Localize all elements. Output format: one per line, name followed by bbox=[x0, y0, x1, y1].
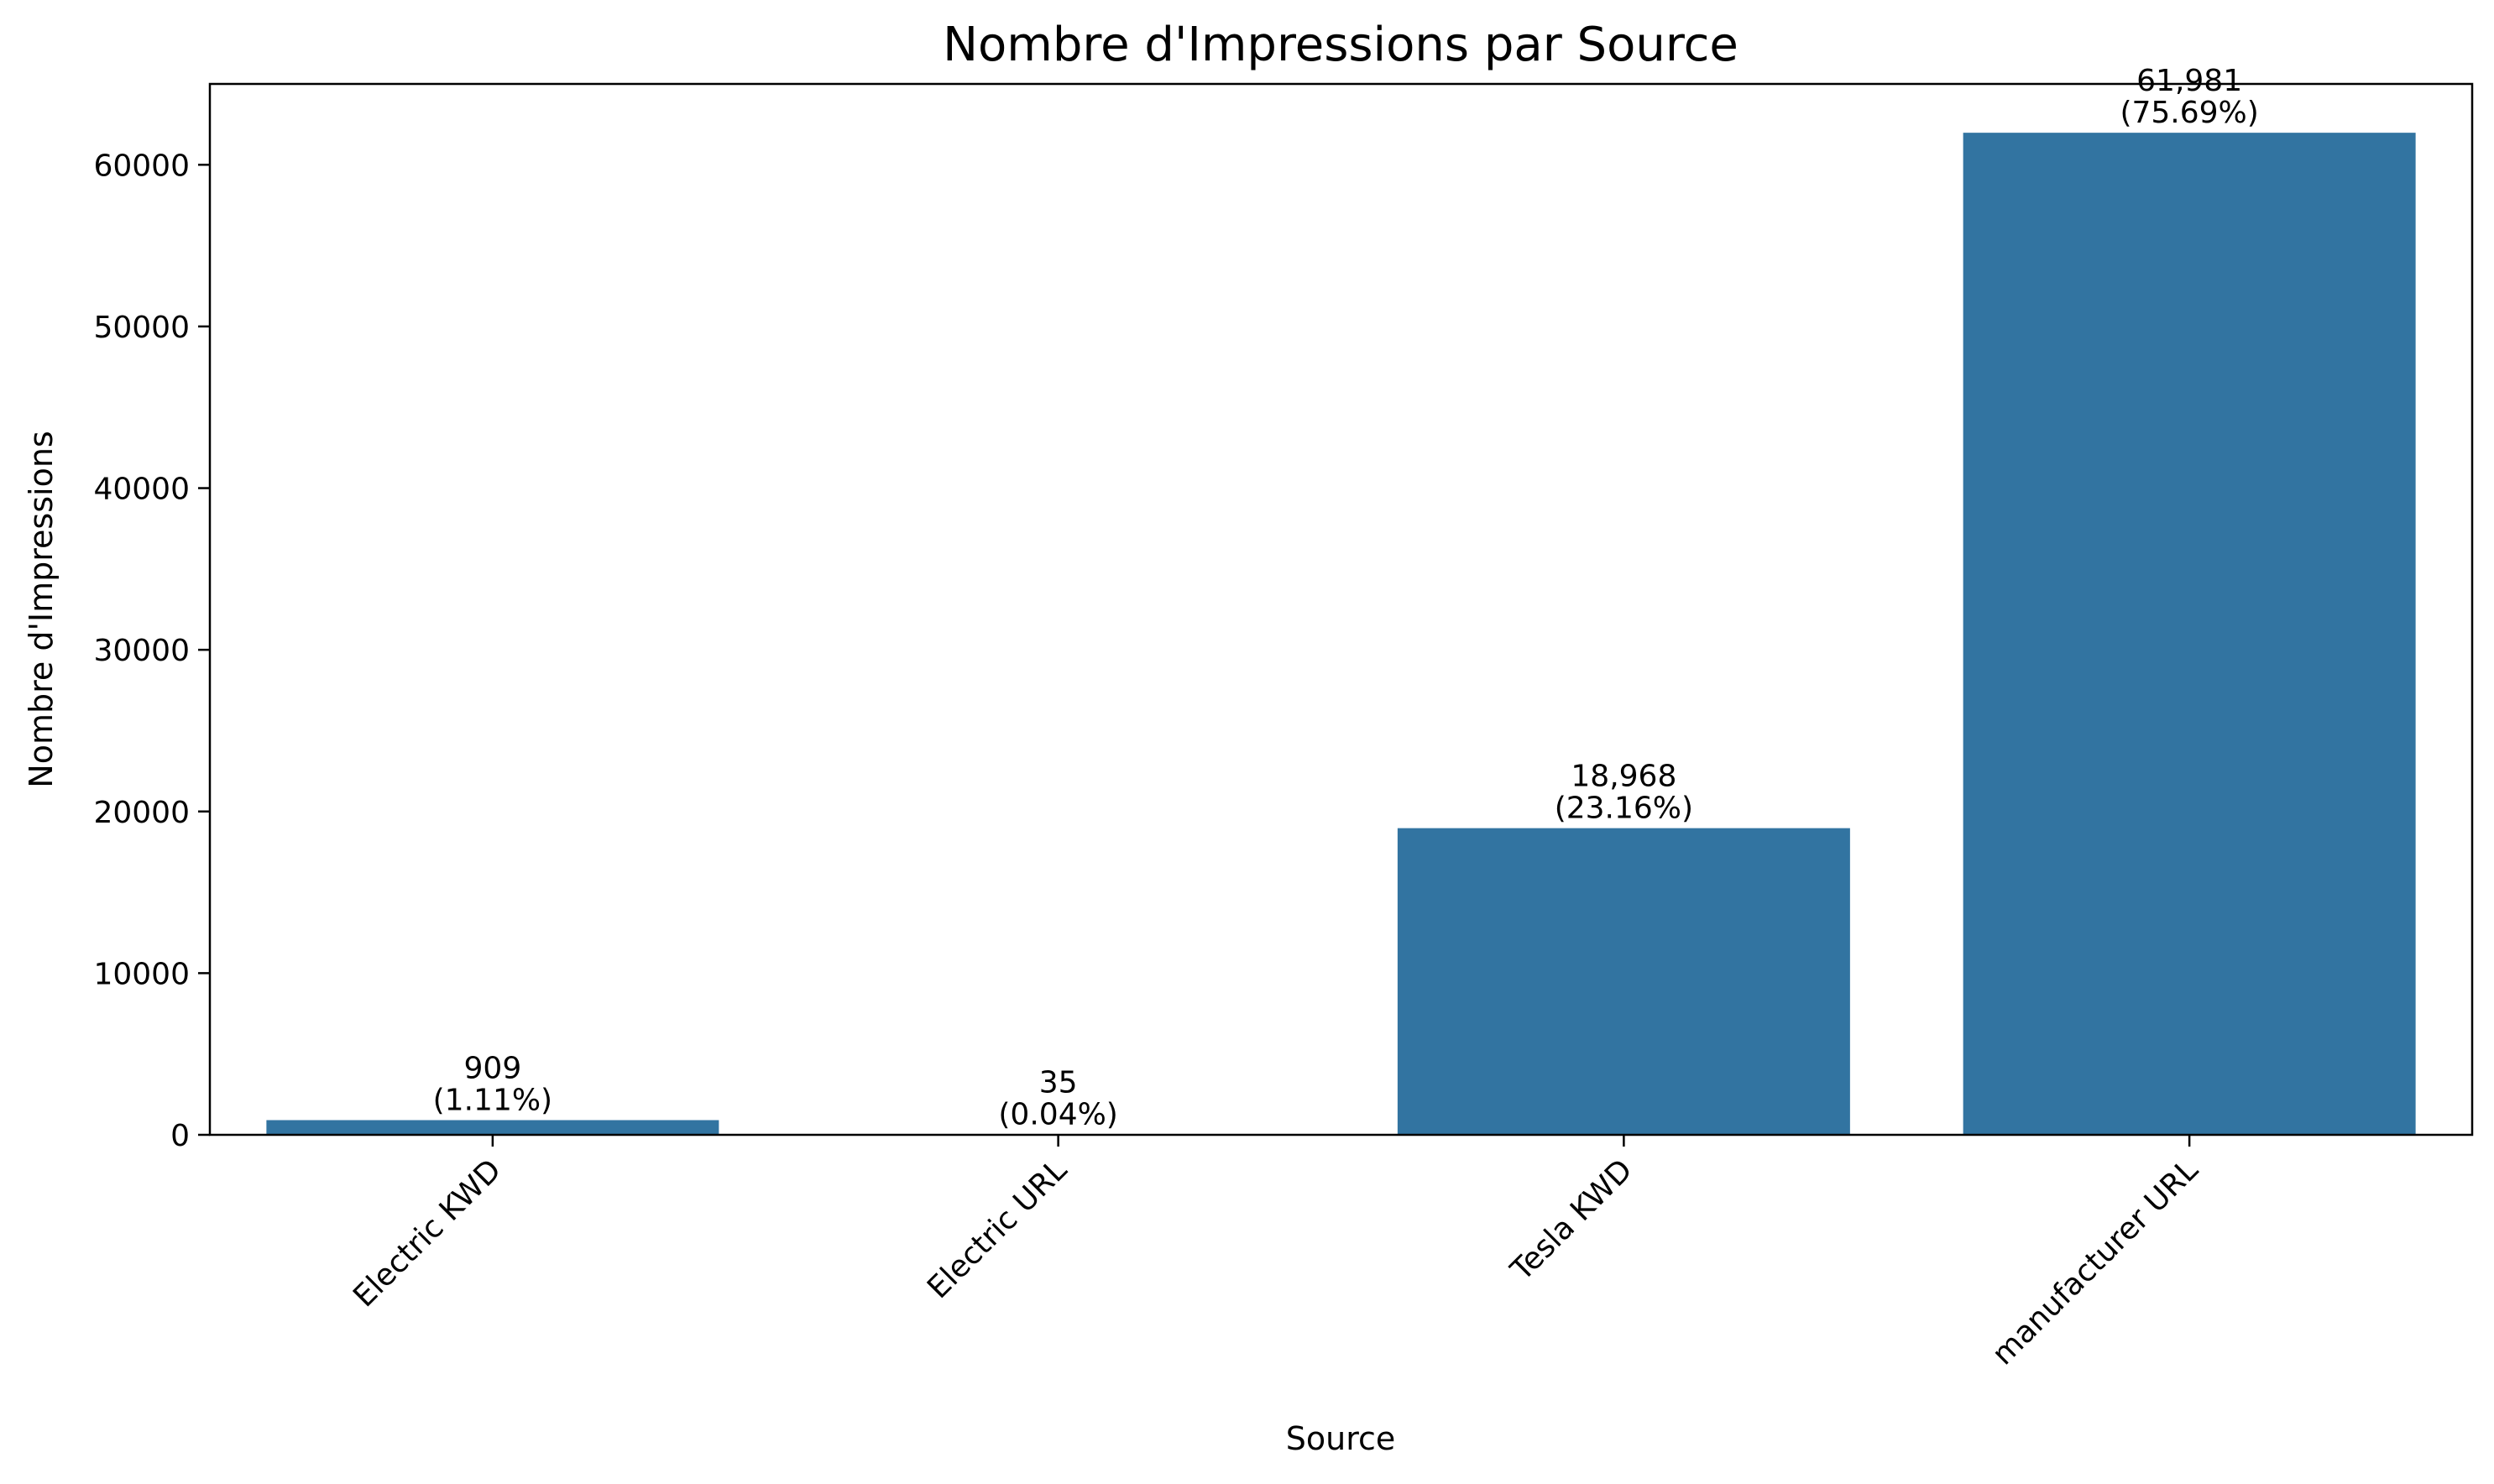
x-tick-label-3: manufacturer URL bbox=[1986, 1152, 2205, 1372]
y-tick-label-3: 30000 bbox=[93, 634, 190, 668]
bar-3 bbox=[1963, 133, 2416, 1135]
y-tick-label-6: 60000 bbox=[93, 149, 190, 183]
x-tick-label-1: Electric URL bbox=[921, 1152, 1074, 1305]
bar-percent-label-0: (1.11%) bbox=[433, 1083, 552, 1117]
bar-value-label-0: 909 bbox=[464, 1051, 522, 1085]
bar-percent-label-2: (23.16%) bbox=[1555, 792, 1693, 826]
y-axis: 0 10000 20000 30000 40000 50000 60000 bbox=[93, 149, 210, 1153]
x-tick-label-2: Tesla KWD bbox=[1504, 1152, 1639, 1288]
x-axis-label: Source bbox=[1286, 1420, 1396, 1457]
bar-value-label-2: 18,968 bbox=[1571, 760, 1676, 794]
bar-value-label-3: 61,981 bbox=[2136, 64, 2242, 98]
y-tick-label-5: 50000 bbox=[93, 311, 190, 345]
bar-0 bbox=[266, 1120, 719, 1135]
bar-2 bbox=[1397, 828, 1850, 1135]
x-tick-label-0: Electric KWD bbox=[347, 1152, 508, 1314]
bar-value-label-1: 35 bbox=[1039, 1065, 1078, 1100]
y-tick-label-2: 20000 bbox=[93, 796, 190, 830]
chart-title: Nombre d'Impressions par Source bbox=[943, 18, 1738, 72]
bars-layer bbox=[266, 133, 2416, 1135]
bar-percent-label-3: (75.69%) bbox=[2120, 96, 2258, 130]
y-tick-label-1: 10000 bbox=[93, 957, 190, 991]
data-labels-layer: 909(1.11%) 35(0.04%) 18,968(23.16%) 61,981(… bbox=[433, 64, 2259, 1131]
x-axis: Electric KWD Electric URL Tesla KWD manufac… bbox=[347, 1135, 2204, 1372]
y-axis-label: Nombre d'Impressions bbox=[23, 431, 60, 787]
y-tick-label-0: 0 bbox=[170, 1119, 190, 1153]
bar-percent-label-1: (0.04%) bbox=[998, 1097, 1117, 1131]
plot-frame bbox=[208, 82, 2474, 1137]
y-tick-label-4: 40000 bbox=[93, 473, 190, 507]
